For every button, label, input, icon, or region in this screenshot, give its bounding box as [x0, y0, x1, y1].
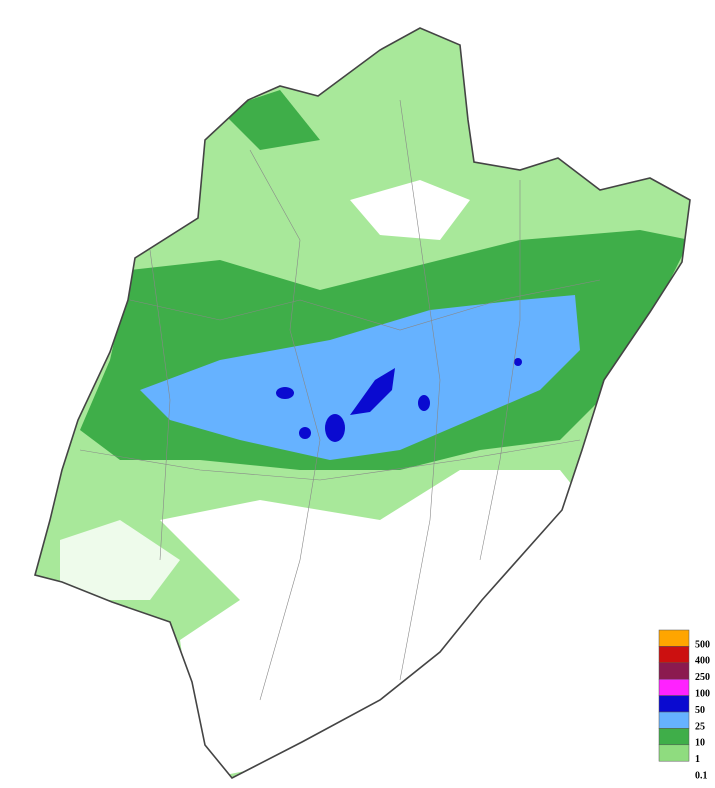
legend-swatch [658, 629, 690, 647]
rainstorm [325, 414, 345, 442]
legend-swatch [658, 744, 690, 762]
legend-swatch [658, 728, 690, 746]
legend-label: 500 [695, 639, 710, 650]
rainstorm [514, 358, 522, 366]
legend-label: 10 [695, 738, 705, 749]
county-borders [79, 99, 601, 701]
rainstorm [276, 387, 294, 399]
legend-label: 100 [695, 688, 710, 699]
dry-area [60, 520, 180, 600]
legend-label: 50 [695, 705, 705, 716]
legend-label: 0.1 [695, 770, 708, 781]
legend-label: 1 [695, 754, 700, 765]
legend-swatch [658, 646, 690, 664]
legend-swatch [658, 695, 690, 713]
rain-band [220, 90, 320, 150]
dry-area [350, 180, 470, 240]
legend-label: 400 [695, 656, 710, 667]
rainstorm [350, 368, 395, 415]
legend-swatch [658, 711, 690, 729]
heavy-rain [140, 295, 580, 460]
legend-label: 250 [695, 672, 710, 683]
legend-label: 25 [695, 721, 705, 732]
legend: 500 400 250 100 50 25 10 1 0.1 [658, 629, 710, 781]
rainstorm [299, 427, 311, 439]
rainstorm [418, 395, 430, 411]
legend-swatch [658, 662, 690, 680]
legend-swatch [658, 678, 690, 696]
dry-area [160, 470, 600, 778]
